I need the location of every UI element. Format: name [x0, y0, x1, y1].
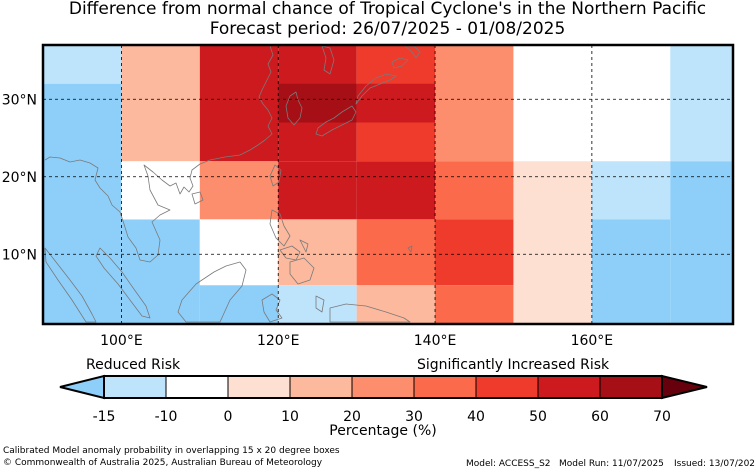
probability-cell [670, 45, 733, 162]
coastline-sulawesi [261, 293, 283, 323]
probability-cell [356, 161, 436, 220]
coastline-visayas [279, 239, 309, 261]
map-frame [41, 43, 735, 326]
probability-cell [199, 161, 279, 220]
probability-cell [435, 45, 514, 162]
legend-swatch [599, 375, 663, 399]
coastline-mindanao [289, 257, 315, 285]
legend-colorbar: -15 -10 0 10 20 30 40 50 60 70 Percentage (%) [59, 374, 708, 439]
axis-labels: 30°N 20°N 10°N 100°E 120°E 140°E 160°E [2, 92, 613, 349]
probability-cells [43, 45, 733, 324]
footer-description: Calibrated Model anomaly probability in … [3, 446, 340, 456]
legend-tick-label: 70 [653, 409, 671, 425]
graticule [43, 45, 733, 324]
probability-cell [199, 45, 279, 162]
legend-swatch [475, 375, 539, 399]
legend-arrow-low [59, 374, 105, 400]
probability-cell [199, 219, 279, 286]
map-border [41, 43, 735, 326]
coastline-halmahera [315, 295, 325, 313]
coastline-taiwan [269, 164, 282, 187]
probability-cell [43, 45, 122, 84]
legend-arrow-high [661, 374, 708, 400]
legend-tick-label: 60 [591, 409, 609, 425]
coastline-new-guinea [329, 303, 411, 323]
coastline-luzon [269, 209, 291, 247]
legend-tick-label: 0 [224, 409, 233, 425]
coastline-hainan [191, 191, 204, 205]
legend-tick-label: -15 [93, 409, 116, 425]
coastline-japan [315, 57, 409, 137]
probability-cell [591, 219, 671, 324]
footer-copyright: © Commonwealth of Australia 2025, Austra… [3, 458, 323, 468]
coastline-korea-peninsula [285, 91, 303, 126]
probability-cell [121, 161, 200, 220]
probability-cell [121, 45, 200, 162]
longitude-label: 100°E [100, 333, 143, 349]
probability-cell [435, 219, 514, 286]
legend-tick-label: -10 [155, 409, 178, 425]
probability-cell [435, 285, 514, 324]
legend-tick-label: 20 [343, 409, 361, 425]
legend-border [103, 375, 663, 399]
probability-cell [278, 161, 357, 220]
latitude-label: 10°N [2, 247, 37, 263]
latitude-label: 20°N [2, 170, 37, 186]
coastline-mainland [44, 45, 274, 263]
coastlines [44, 45, 421, 323]
legend-axis-label: Percentage (%) [329, 423, 436, 439]
probability-cell [356, 83, 436, 123]
footer-model: Model: ACCESS_S2 [466, 459, 551, 469]
legend-swatch [537, 375, 601, 399]
legend-swatch [165, 375, 229, 399]
legend-swatch [351, 375, 415, 399]
legend-swatch [103, 375, 167, 399]
forecast-period: Forecast period: 26/07/2025 - 01/08/2025 [209, 19, 566, 39]
coastline-guam [407, 245, 413, 253]
legend-tick-label: 40 [467, 409, 485, 425]
probability-cell [513, 161, 592, 324]
probability-cell [435, 161, 514, 220]
probability-cell [356, 219, 436, 286]
longitude-label: 120°E [257, 333, 300, 349]
probability-cell [121, 219, 200, 324]
latitude-label: 30°N [2, 92, 37, 108]
footer-issued: Issued: 13/07/2025 [674, 459, 755, 469]
probability-cell [199, 285, 279, 324]
map-title: Difference from normal chance of Tropica… [68, 0, 707, 19]
legend-tick-label: 30 [405, 409, 423, 425]
probability-cell [670, 161, 733, 324]
legend-tick-label: 50 [529, 409, 547, 425]
longitude-label: 160°E [571, 333, 614, 349]
longitude-label: 140°E [414, 333, 457, 349]
coastline-sumatra-left [44, 247, 97, 323]
legend-swatch [289, 375, 353, 399]
legend-swatch [227, 375, 291, 399]
probability-cell [356, 285, 436, 324]
coastline-borneo [177, 261, 247, 323]
probability-cell [278, 83, 357, 123]
legend-right-label: Significantly Increased Risk [417, 357, 610, 373]
legend-left-label: Reduced Risk [86, 357, 181, 373]
legend-swatch [413, 375, 477, 399]
coastline-malay-peninsula [95, 247, 151, 319]
legend-tick-label: 10 [281, 409, 299, 425]
footer-model-run: Model Run: 11/07/2025 [559, 459, 664, 469]
probability-cell [591, 161, 671, 220]
probability-cell [278, 219, 357, 286]
probability-cell [43, 83, 122, 324]
